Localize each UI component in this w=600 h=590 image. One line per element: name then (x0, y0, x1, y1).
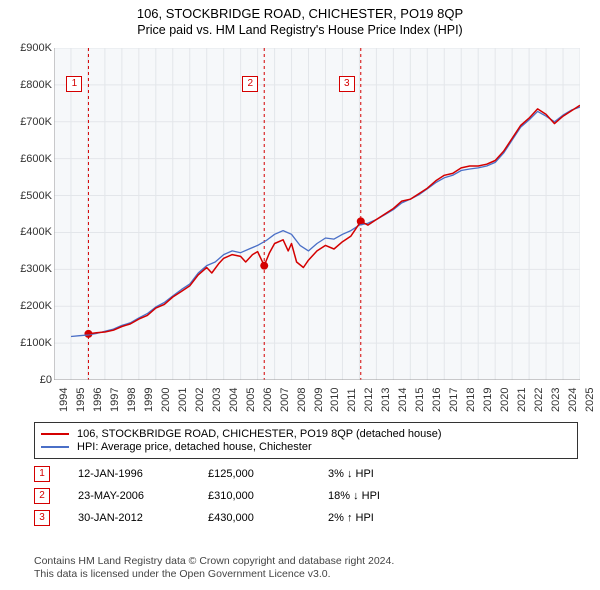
legend-box: 106, STOCKBRIDGE ROAD, CHICHESTER, PO19 … (34, 422, 578, 459)
x-tick-label: 2010 (329, 388, 341, 412)
x-tick-label: 2016 (431, 388, 443, 412)
event-price: £125,000 (208, 468, 308, 480)
event-diff: 3% ↓ HPI (328, 468, 428, 480)
page-title: 106, STOCKBRIDGE ROAD, CHICHESTER, PO19 … (0, 6, 600, 21)
x-tick-label: 2000 (160, 388, 172, 412)
x-tick-label: 2023 (550, 388, 562, 412)
x-tick-label: 2015 (414, 388, 426, 412)
x-tick-label: 2020 (499, 388, 511, 412)
x-tick-label: 1996 (92, 388, 104, 412)
y-tick-label: £200K (20, 300, 52, 312)
event-table: 1 12-JAN-1996 £125,000 3% ↓ HPI 2 23-MAY-2006… (34, 466, 428, 526)
x-tick-label: 2017 (448, 388, 460, 412)
page-subtitle: Price paid vs. HM Land Registry's House … (0, 23, 600, 37)
x-tick-label: 1999 (143, 388, 155, 412)
event-marker-1: 1 (66, 76, 82, 92)
event-date: 30-JAN-2012 (78, 512, 188, 524)
x-tick-label: 2025 (584, 388, 596, 412)
event-marker-3: 3 (339, 76, 355, 92)
x-tick-label: 2014 (397, 388, 409, 412)
event-date: 12-JAN-1996 (78, 468, 188, 480)
event-diff: 2% ↑ HPI (328, 512, 428, 524)
x-tick-label: 2007 (279, 388, 291, 412)
legend-swatch (41, 446, 69, 448)
x-tick-label: 1995 (75, 388, 87, 412)
x-tick-label: 1998 (126, 388, 138, 412)
event-date: 23-MAY-2006 (78, 490, 188, 502)
x-tick-label: 2001 (177, 388, 189, 412)
y-tick-label: £600K (20, 153, 52, 165)
legend-label: HPI: Average price, detached house, Chic… (77, 441, 312, 453)
x-tick-label: 2013 (380, 388, 392, 412)
legend-row-property: 106, STOCKBRIDGE ROAD, CHICHESTER, PO19 … (41, 428, 571, 440)
x-tick-label: 2002 (194, 388, 206, 412)
x-tick-label: 1997 (109, 388, 121, 412)
x-tick-label: 2009 (313, 388, 325, 412)
x-tick-label: 2008 (296, 388, 308, 412)
event-marker-2: 2 (242, 76, 258, 92)
event-diff: 18% ↓ HPI (328, 490, 428, 502)
x-tick-label: 2004 (228, 388, 240, 412)
y-tick-label: £300K (20, 263, 52, 275)
x-tick-label: 2024 (567, 388, 579, 412)
event-table-marker: 2 (34, 488, 50, 504)
x-tick-label: 2022 (533, 388, 545, 412)
x-tick-label: 2012 (363, 388, 375, 412)
footer-line-1: Contains HM Land Registry data © Crown c… (34, 555, 394, 569)
y-tick-label: £400K (20, 226, 52, 238)
y-tick-label: £800K (20, 79, 52, 91)
footer-attribution: Contains HM Land Registry data © Crown c… (34, 555, 394, 582)
legend-label: 106, STOCKBRIDGE ROAD, CHICHESTER, PO19 … (77, 428, 442, 440)
x-tick-label: 2011 (346, 388, 358, 412)
event-table-marker: 3 (34, 510, 50, 526)
y-tick-label: £100K (20, 337, 52, 349)
event-price: £430,000 (208, 512, 308, 524)
y-tick-label: £900K (20, 42, 52, 54)
x-tick-label: 2006 (262, 388, 274, 412)
x-tick-label: 2005 (245, 388, 257, 412)
event-table-marker: 1 (34, 466, 50, 482)
y-tick-label: £700K (20, 116, 52, 128)
legend-swatch (41, 433, 69, 435)
y-tick-label: £0 (40, 374, 52, 386)
footer-line-2: This data is licensed under the Open Gov… (34, 568, 394, 582)
x-tick-label: 1994 (58, 388, 70, 412)
x-tick-label: 2019 (482, 388, 494, 412)
chart-plot-area (54, 48, 580, 380)
x-tick-label: 2018 (465, 388, 477, 412)
x-tick-label: 2021 (516, 388, 528, 412)
legend-row-hpi: HPI: Average price, detached house, Chic… (41, 441, 571, 453)
event-price: £310,000 (208, 490, 308, 502)
chart-svg (54, 48, 580, 380)
x-tick-label: 2003 (211, 388, 223, 412)
y-tick-label: £500K (20, 190, 52, 202)
